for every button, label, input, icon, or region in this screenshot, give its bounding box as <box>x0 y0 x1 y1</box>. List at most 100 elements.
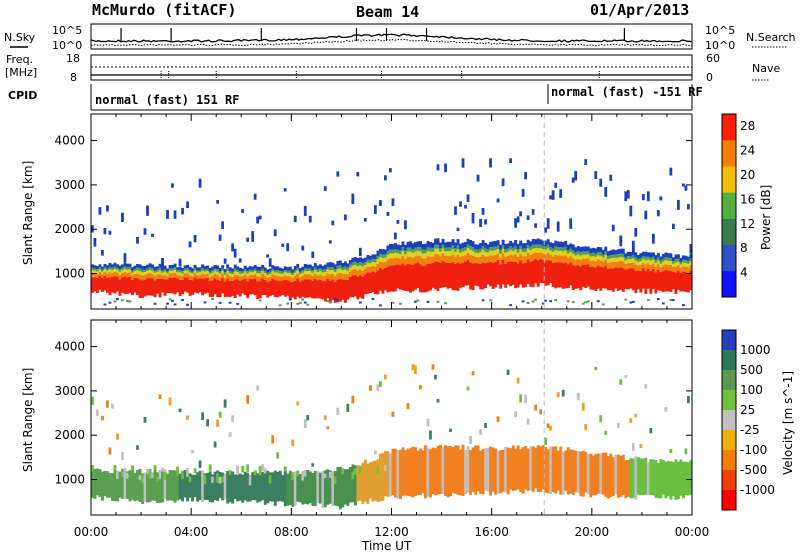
power-cell <box>233 271 237 275</box>
power-cell <box>203 269 207 272</box>
velocity-cell <box>399 449 402 499</box>
velocity-colorbar-swatch <box>722 450 736 471</box>
power-cell <box>356 262 360 267</box>
power-cell <box>671 271 675 290</box>
power-cell <box>576 254 580 259</box>
velocity-cell <box>649 459 653 496</box>
power-cell <box>291 269 295 273</box>
power-cell <box>561 247 565 252</box>
power-cell <box>298 268 302 272</box>
power-speckle <box>551 190 555 200</box>
velocity-speckle <box>631 442 635 451</box>
power-cell <box>626 268 630 290</box>
velocity-speckle <box>449 428 452 432</box>
velocity-cell <box>113 465 117 471</box>
velocity-cell <box>323 473 327 479</box>
power-cell <box>171 268 175 271</box>
power-cell <box>251 279 255 295</box>
power-cell <box>456 245 460 250</box>
velocity-speckle <box>178 408 182 413</box>
power-cell <box>506 243 510 249</box>
power-cell <box>383 254 387 258</box>
power-cell <box>373 259 377 263</box>
power-speckle <box>168 298 172 301</box>
power-cell <box>471 255 475 264</box>
velocity-speckle <box>514 411 517 418</box>
velocity-cell <box>626 460 630 497</box>
power-cell <box>121 277 124 293</box>
power-cell <box>426 247 430 252</box>
velocity-cell <box>554 446 558 494</box>
nave-label: Nave <box>752 62 780 75</box>
power-cell <box>273 280 277 297</box>
power-cell <box>226 274 230 279</box>
power-cell <box>489 247 493 251</box>
velocity-speckle <box>136 445 139 450</box>
power-cell <box>153 272 157 276</box>
power-cell <box>529 261 533 287</box>
power-cell <box>594 256 598 262</box>
power-speckle <box>101 249 104 256</box>
power-speckle <box>121 212 124 222</box>
velocity-colorbar-tick: -25 <box>740 423 760 437</box>
power-cell <box>123 262 127 267</box>
power-cell <box>316 275 320 281</box>
velocity-speckle <box>121 451 124 461</box>
velocity-cell <box>491 447 495 492</box>
power-cell <box>484 248 488 252</box>
power-cell <box>459 243 463 250</box>
power-cell <box>404 254 407 259</box>
power-cell <box>363 257 367 263</box>
power-cell <box>509 240 513 247</box>
velocity-cell <box>519 449 523 492</box>
power-cell <box>399 265 402 290</box>
power-cell <box>526 245 530 249</box>
power-speckle <box>624 191 628 202</box>
power-cell <box>636 265 640 271</box>
power-cell <box>146 264 149 269</box>
power-cell <box>569 248 573 252</box>
power-cell <box>426 241 430 248</box>
velocity-speckle <box>431 364 435 370</box>
power-cell <box>571 258 575 265</box>
power-cell <box>529 254 533 262</box>
power-cell <box>394 252 397 258</box>
power-speckle <box>266 254 270 258</box>
power-cell <box>464 241 468 248</box>
power-cell <box>494 250 498 255</box>
power-cell <box>589 253 593 257</box>
power-speckle <box>389 168 392 173</box>
power-cell <box>338 272 342 279</box>
power-speckle <box>301 298 305 301</box>
power-cell <box>649 260 653 265</box>
power-cell <box>414 247 417 252</box>
power-cell <box>499 253 503 258</box>
velocity-speckle <box>223 399 227 408</box>
power-cell <box>343 266 347 270</box>
power-cell <box>263 279 267 295</box>
power-speckle <box>396 220 400 224</box>
power-cell <box>619 253 623 257</box>
velocity-cell <box>566 447 570 495</box>
power-cell <box>116 264 119 268</box>
power-cell <box>499 264 503 289</box>
power-cell <box>371 254 375 259</box>
velocity-cell <box>181 470 185 480</box>
power-cell <box>539 239 543 245</box>
power-cell <box>293 266 297 270</box>
noise-sky-line <box>90 33 693 43</box>
power-cell <box>684 260 688 263</box>
power-speckle <box>521 189 525 197</box>
power-cell <box>614 267 618 289</box>
power-speckle <box>624 298 628 301</box>
power-cell <box>609 255 613 259</box>
power-cell <box>138 271 142 275</box>
power-cell <box>436 238 440 245</box>
power-cell <box>424 265 427 293</box>
power-cell <box>263 273 267 276</box>
power-cell <box>266 282 270 298</box>
velocity-cell <box>541 445 545 490</box>
power-cell <box>161 267 165 271</box>
power-cell <box>101 277 104 292</box>
power-cell <box>601 261 605 268</box>
